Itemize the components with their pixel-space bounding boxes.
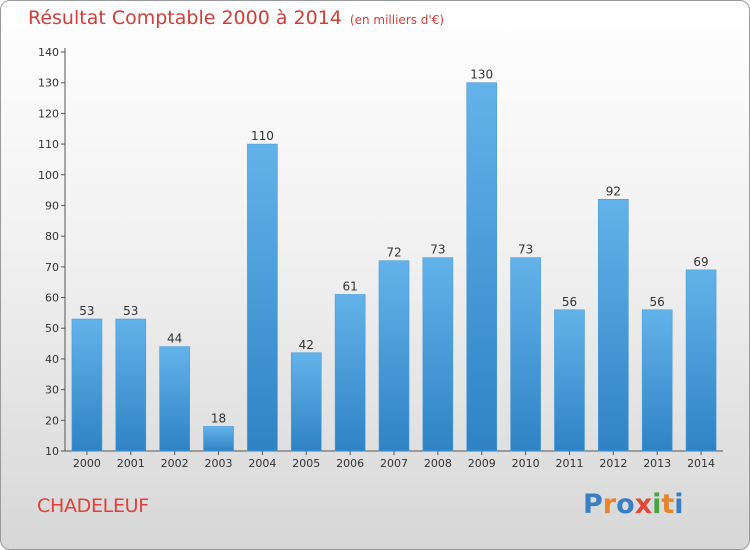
- bar: [466, 82, 498, 452]
- logo-letter: x: [634, 489, 653, 520]
- x-tick-label: 2007: [380, 457, 408, 470]
- logo-letter: t: [661, 489, 675, 520]
- logo-letter: r: [602, 489, 617, 520]
- proxiti-logo[interactable]: Proxiti: [583, 489, 684, 520]
- y-tick-label: 140: [38, 46, 59, 59]
- x-tick-label: 2000: [73, 457, 101, 470]
- bar: [71, 318, 103, 452]
- chart-subtitle: (en milliers d'€): [349, 13, 445, 27]
- logo-letter: i: [652, 489, 662, 520]
- bar: [422, 257, 454, 452]
- logo-letter: i: [674, 489, 684, 520]
- value-labels: 53 53 44 18 110 42 61 72 73 130 73 56 92 56 69: [79, 68, 708, 426]
- x-tick-label: 2010: [512, 457, 540, 470]
- bar: [598, 199, 629, 452]
- bar: [641, 309, 673, 452]
- bar: [554, 309, 585, 452]
- x-tick-label: 2008: [424, 457, 452, 470]
- bar: [115, 318, 147, 452]
- bar: [290, 352, 322, 452]
- data-label: 42: [299, 338, 314, 352]
- data-label: 56: [650, 295, 665, 309]
- y-tick-label: 100: [38, 169, 59, 182]
- y-tick-label: 110: [38, 138, 59, 151]
- y-tick-label: 80: [45, 230, 59, 243]
- bar: [247, 143, 278, 452]
- bar: [378, 260, 410, 452]
- x-tick-label: 2004: [248, 457, 276, 470]
- data-label: 61: [342, 279, 357, 293]
- data-label: 53: [123, 304, 138, 318]
- data-label: 72: [386, 246, 401, 260]
- x-tick-label: 2012: [599, 457, 627, 470]
- bar: [203, 426, 234, 452]
- data-label: 110: [251, 129, 274, 143]
- data-label: 69: [693, 255, 708, 269]
- logo-letter: o: [616, 489, 635, 520]
- data-label: 73: [430, 243, 445, 257]
- bar: [334, 294, 366, 452]
- y-tick-label: 60: [45, 292, 59, 305]
- bar: [685, 269, 717, 452]
- data-label: 18: [211, 411, 226, 425]
- x-tick-label: 2011: [555, 457, 583, 470]
- x-tick-label: 2003: [205, 457, 233, 470]
- x-tick-label: 2002: [161, 457, 189, 470]
- chart-title: Résultat Comptable 2000 à 2014: [28, 7, 342, 29]
- x-tick-label: 2006: [336, 457, 364, 470]
- y-tick-label: 120: [38, 107, 59, 120]
- y-tick-label: 50: [45, 322, 59, 335]
- chart-title-block: Résultat Comptable 2000 à 2014 (en millie…: [28, 7, 444, 29]
- y-tick-label: 130: [38, 77, 59, 90]
- x-tick-label: 2013: [643, 457, 671, 470]
- x-tick-label: 2005: [292, 457, 320, 470]
- logo-letter: P: [583, 489, 603, 520]
- data-label: 53: [79, 304, 94, 318]
- commune-name: CHADELEUF: [37, 495, 149, 517]
- bar: [159, 346, 190, 452]
- bar: [510, 257, 541, 452]
- data-label: 92: [606, 184, 621, 198]
- y-tick-label: 20: [45, 414, 59, 427]
- y-tick-label: 40: [45, 353, 59, 366]
- data-label: 73: [518, 243, 533, 257]
- y-tick-label: 70: [45, 261, 59, 274]
- x-tick-label: 2001: [117, 457, 145, 470]
- data-label: 130: [470, 68, 493, 82]
- data-label: 44: [167, 332, 182, 346]
- y-tick-label: 30: [45, 384, 59, 397]
- y-tick-label: 10: [45, 445, 59, 458]
- y-tick-label: 90: [45, 199, 59, 212]
- data-label: 56: [562, 295, 577, 309]
- bars: [71, 82, 717, 452]
- x-tick-label: 2014: [687, 457, 715, 470]
- x-tick-label: 2009: [468, 457, 496, 470]
